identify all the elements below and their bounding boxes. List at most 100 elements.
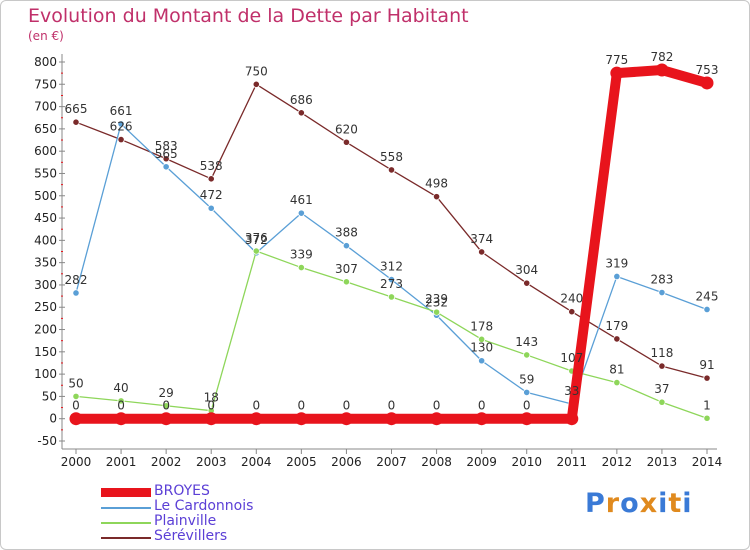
data-label: 245: [696, 289, 719, 303]
data-label: 620: [335, 122, 358, 136]
x-tick-label: 2002: [151, 455, 182, 469]
x-tick-label: 2009: [466, 455, 497, 469]
y-tick-label: 300: [34, 278, 57, 292]
data-point: [478, 335, 486, 343]
logo-letter: i: [658, 488, 669, 519]
data-label: 0: [298, 399, 306, 413]
data-point: [162, 402, 170, 410]
x-tick-label: 2010: [511, 455, 542, 469]
data-point: [658, 362, 666, 370]
data-label: 775: [605, 53, 628, 67]
x-tick-label: 2001: [106, 455, 137, 469]
data-point: [703, 374, 711, 382]
data-point: [69, 412, 83, 426]
y-tick-label: 750: [34, 77, 57, 91]
x-tick-label: 2004: [241, 455, 272, 469]
x-tick-label: 2006: [331, 455, 362, 469]
y-tick-label: 800: [34, 55, 57, 69]
unit-label: (en €): [28, 29, 64, 43]
y-tick-label: 550: [34, 166, 57, 180]
data-point: [658, 398, 666, 406]
data-label: 91: [699, 358, 714, 372]
y-tick-label: 500: [34, 189, 57, 203]
data-label: 0: [478, 399, 486, 413]
data-label: 59: [519, 372, 534, 386]
data-label: 273: [380, 277, 403, 291]
y-tick-label: 150: [34, 345, 57, 359]
y-tick-label: 350: [34, 256, 57, 270]
data-point: [432, 308, 441, 316]
data-label: 240: [560, 292, 583, 306]
data-point: [72, 392, 80, 401]
data-label: 40: [113, 381, 128, 395]
data-point: [613, 335, 621, 343]
data-label: 0: [117, 399, 125, 413]
data-label: 0: [523, 399, 531, 413]
y-tick-label: 400: [34, 233, 57, 247]
data-label: 50: [68, 376, 83, 390]
data-point: [655, 63, 669, 77]
x-tick-label: 2008: [421, 455, 452, 469]
legend-swatch: [101, 488, 151, 497]
x-tick-label: 2012: [602, 455, 633, 469]
data-point: [294, 412, 308, 426]
x-tick-label: 2003: [196, 455, 227, 469]
data-point: [72, 118, 80, 126]
y-tick-label: 100: [34, 367, 57, 381]
data-point: [523, 279, 531, 287]
data-point: [297, 263, 305, 272]
data-label: 29: [159, 386, 174, 400]
data-point: [342, 278, 351, 286]
x-tick-label: 2013: [647, 455, 678, 469]
data-label: 0: [207, 399, 215, 413]
line-chart: -500501001502002503003504004505005506006…: [34, 50, 722, 469]
x-tick-label: 2000: [61, 455, 92, 469]
data-label: 283: [650, 273, 673, 287]
data-label: 0: [433, 399, 441, 413]
data-label: 282: [65, 273, 88, 287]
data-point: [387, 275, 396, 284]
legend-swatch: [101, 507, 151, 509]
data-label: 750: [245, 64, 268, 78]
data-point: [159, 412, 173, 426]
logo-letter: P: [585, 488, 606, 519]
data-point: [387, 293, 396, 301]
data-point: [249, 412, 263, 426]
data-label: 661: [110, 104, 133, 118]
data-point: [703, 305, 711, 314]
data-point: [117, 397, 125, 405]
data-point: [387, 166, 396, 174]
y-tick-label: 250: [34, 300, 57, 314]
data-label: 372: [245, 233, 268, 247]
data-point: [204, 412, 218, 426]
x-tick-label: 2005: [286, 455, 317, 469]
data-point: [342, 138, 351, 146]
proxiti-logo: Proxiti: [585, 488, 693, 519]
legend-label: Plainville: [154, 513, 217, 529]
data-point: [613, 378, 621, 387]
data-point: [297, 109, 305, 117]
data-label: 178: [470, 319, 493, 333]
data-label: 665: [65, 102, 88, 116]
data-point: [613, 272, 621, 281]
data-label: 538: [200, 159, 223, 173]
data-label: 0: [388, 399, 396, 413]
data-point: [700, 76, 714, 90]
data-point: [385, 412, 398, 426]
data-label: 686: [290, 93, 313, 107]
data-label: 472: [200, 188, 223, 202]
legend-swatch: [101, 522, 151, 524]
data-label: 179: [605, 319, 628, 333]
data-label: 461: [290, 193, 313, 207]
y-tick-label: 600: [34, 144, 57, 158]
data-point: [610, 66, 624, 80]
y-tick-label: 0: [49, 412, 57, 426]
data-label: 339: [290, 248, 313, 262]
data-point: [72, 289, 80, 297]
data-label: 498: [425, 177, 448, 191]
data-label: 0: [162, 399, 170, 413]
legend-label: Sérévillers: [154, 528, 228, 544]
data-point: [430, 412, 444, 426]
data-point: [658, 288, 666, 297]
